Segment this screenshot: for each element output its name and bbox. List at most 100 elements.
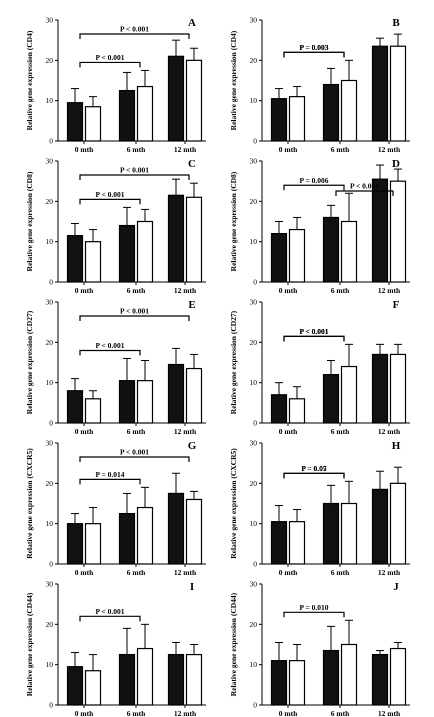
y-axis-label: Relative gene expression (CD27) xyxy=(25,310,34,414)
bar-white xyxy=(136,506,154,565)
panel-h: 0 10 20 30 Relative gene expression (CXCR5) H… xyxy=(229,439,410,577)
x-tick-label: 6 mth xyxy=(331,568,350,577)
panel-letter: H xyxy=(392,440,401,452)
panel-letter: D xyxy=(392,158,400,170)
y-tick-label: 0 xyxy=(49,560,53,569)
p-value-label: P < 0.001 xyxy=(120,307,149,316)
p-value-label: P = 0.010 xyxy=(299,603,328,612)
y-tick-label: 10 xyxy=(250,237,258,246)
y-axis-label: Relative gene expression (CD44) xyxy=(25,592,34,696)
bar-white xyxy=(84,398,102,424)
significance-bracket xyxy=(283,184,345,191)
x-tick-label: 6 mth xyxy=(127,709,146,717)
x-tick-label: 12 mth xyxy=(378,145,401,154)
x-tick-label: 0 mth xyxy=(75,568,94,577)
bar-black xyxy=(167,363,185,424)
y-tick-label: 10 xyxy=(250,378,258,387)
bar-white xyxy=(340,79,358,142)
bar-white xyxy=(185,367,203,424)
bar-white xyxy=(288,398,306,424)
p-value-label: P = 0.003 xyxy=(299,43,328,52)
y-tick-label: 30 xyxy=(46,580,54,589)
y-axis-label: Relative gene expression (CXCR5) xyxy=(25,448,34,559)
y-tick-label: 10 xyxy=(46,96,54,105)
bar-black xyxy=(322,502,340,565)
panel-letter: F xyxy=(393,299,400,311)
p-value-label: P = 0.006 xyxy=(299,176,328,185)
x-tick-label: 12 mth xyxy=(378,709,401,717)
y-tick-label: 30 xyxy=(46,16,54,25)
bar-black xyxy=(167,55,185,142)
bar-white xyxy=(389,647,407,706)
y-axis-label: Relative gene expression (CD8) xyxy=(25,171,34,271)
significance-bracket xyxy=(283,472,345,479)
panel-g: 0 10 20 30 Relative gene expression (CXCR5) G… xyxy=(25,439,206,577)
y-tick-label: 0 xyxy=(253,419,257,428)
y-tick-label: 20 xyxy=(46,56,54,65)
bar-black xyxy=(66,235,84,283)
y-tick-label: 0 xyxy=(253,560,257,569)
y-tick-label: 0 xyxy=(49,137,53,146)
y-tick-label: 10 xyxy=(46,378,54,387)
y-tick-label: 30 xyxy=(250,580,258,589)
bar-white xyxy=(185,59,203,142)
bar-black xyxy=(66,523,84,565)
x-tick-label: 12 mth xyxy=(174,286,197,295)
bar-white xyxy=(136,85,154,142)
y-axis-label: Relative gene expression (CD4) xyxy=(25,30,34,130)
x-tick-label: 12 mth xyxy=(378,427,401,436)
y-tick-label: 0 xyxy=(49,419,53,428)
bar-black xyxy=(167,653,185,706)
significance-bracket xyxy=(283,335,345,342)
x-tick-label: 0 mth xyxy=(279,286,298,295)
panel-j: 0 10 20 30 Relative gene expression (CD44) J 0… xyxy=(229,580,410,717)
bar-white xyxy=(185,196,203,283)
bar-white xyxy=(389,353,407,424)
bar-white xyxy=(389,45,407,142)
bar-white xyxy=(389,180,407,283)
y-tick-label: 20 xyxy=(250,479,258,488)
panel-i: 0 10 20 30 Relative gene expression (CD44) I 0… xyxy=(25,580,206,717)
panel-f: 0 10 20 30 Relative gene expression (CD27) F 0… xyxy=(229,298,410,436)
bar-black xyxy=(167,492,185,565)
y-tick-label: 30 xyxy=(46,439,54,448)
x-tick-label: 0 mth xyxy=(75,145,94,154)
y-tick-label: 20 xyxy=(250,56,258,65)
p-value-label: P = 0.003 xyxy=(299,43,328,52)
p-value-label: P = 0.05 xyxy=(301,464,327,473)
bar-black xyxy=(371,178,389,283)
y-tick-label: 10 xyxy=(250,519,258,528)
panel-b: 0 10 20 30 Relative gene expression (CD4) B 0 … xyxy=(229,16,410,154)
y-tick-label: 20 xyxy=(46,197,54,206)
x-tick-label: 6 mth xyxy=(127,568,146,577)
bar-black xyxy=(167,194,185,283)
panel-letter: E xyxy=(188,299,195,311)
significance-bracket xyxy=(79,349,141,356)
x-tick-label: 6 mth xyxy=(331,427,350,436)
bar-white xyxy=(288,96,306,142)
y-tick-label: 10 xyxy=(250,660,258,669)
x-tick-label: 0 mth xyxy=(279,568,298,577)
y-tick-label: 20 xyxy=(46,338,54,347)
x-tick-label: 6 mth xyxy=(127,427,146,436)
significance-bracket xyxy=(335,190,394,196)
y-tick-label: 30 xyxy=(46,298,54,307)
p-value-label: P < 0.001 xyxy=(299,327,328,336)
significance-bracket xyxy=(79,33,190,39)
x-tick-label: 0 mth xyxy=(279,427,298,436)
bar-black xyxy=(270,233,288,283)
bar-black xyxy=(270,521,288,565)
x-tick-label: 12 mth xyxy=(174,145,197,154)
y-tick-label: 0 xyxy=(49,278,53,287)
p-value-label: P < 0.001 xyxy=(120,448,149,457)
bar-black xyxy=(270,660,288,706)
bar-white xyxy=(136,220,154,283)
p-value-label: P < 0.001 xyxy=(95,341,124,350)
bar-white xyxy=(136,380,154,424)
bar-black xyxy=(118,224,136,283)
bar-black xyxy=(270,394,288,424)
bar-white xyxy=(84,241,102,283)
bar-white xyxy=(340,220,358,283)
y-tick-label: 30 xyxy=(46,157,54,166)
p-value-label: P = 0.07 xyxy=(301,464,327,473)
